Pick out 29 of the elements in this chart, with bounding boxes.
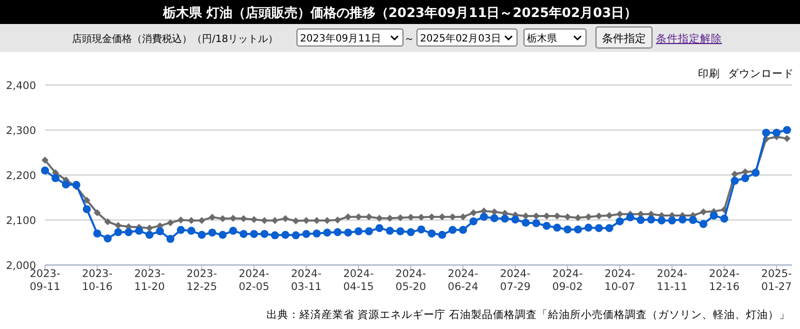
source-note: 出典：経済産業省 資源エネルギー庁 石油製品価格調査「給油所小売価格調査（ガソリン、軽油、灯油）」 [266, 308, 790, 321]
text: 栃木県 [527, 32, 557, 44]
x-tick-label: 2024-02-05 [238, 268, 270, 293]
chart-title: 栃木県 灯油（店頭販売）価格の推移（2023年09月11日～2025年02月03日） [162, 5, 638, 21]
x-tick-label: 2024-03-11 [291, 268, 322, 293]
x-tick-label: 2024-07-29 [500, 268, 531, 293]
x-tick-label: 2024-12-16 [709, 268, 740, 293]
y-tick-label: 2,300 [6, 125, 36, 137]
text: 2025年02月03日 [420, 32, 501, 44]
x-tick-label: 2024-04-15 [343, 268, 374, 293]
x-tick-label: 2024-10-07 [604, 268, 636, 293]
chart-subtitle: 店頭現金価格（消費税込）（円/18リットル） [72, 33, 278, 45]
y-tick-label: 2,400 [6, 80, 36, 92]
y-tick-label: 2,200 [6, 170, 36, 182]
x-tick-label: 2024-06-24 [448, 268, 479, 293]
x-tick-label: 2023-10-16 [82, 268, 113, 293]
text: 条件指定解除 [656, 32, 722, 45]
text: 条件指定 [602, 32, 646, 45]
x-tick-label: 2024-09-02 [552, 268, 583, 293]
text: ダウンロード [728, 68, 794, 80]
text: 2023年09月11日 [300, 32, 381, 44]
text: ～ [404, 33, 415, 45]
text: 印刷 [698, 67, 720, 80]
x-tick-label: 2025-01-27 [761, 268, 792, 293]
x-tick-label: 2023-11-20 [134, 268, 165, 293]
x-tick-label: 2023-12-25 [186, 268, 218, 293]
x-tick-label: 2024-05-20 [396, 268, 426, 293]
x-tick-label: 2024-11-11 [656, 268, 688, 293]
y-tick-label: 2,100 [6, 215, 36, 227]
